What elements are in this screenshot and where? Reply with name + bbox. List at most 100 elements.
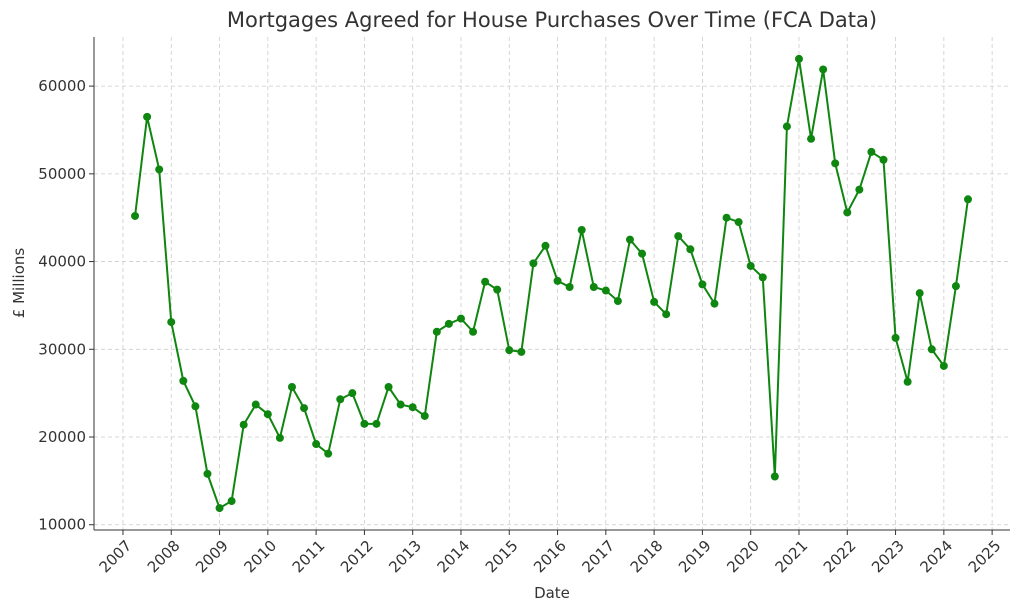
data-point <box>384 383 393 392</box>
data-point <box>493 285 502 294</box>
x-tick-label: 2013 <box>385 537 425 577</box>
x-tick-label: 2022 <box>820 537 860 577</box>
x-tick-label: 2021 <box>772 537 812 577</box>
data-point <box>372 419 381 428</box>
data-point <box>915 289 924 298</box>
data-point <box>662 310 671 319</box>
data-point <box>312 440 321 449</box>
y-tick-label: 20000 <box>38 428 86 446</box>
x-tick-label: 2017 <box>578 537 618 577</box>
x-tick-label: 2010 <box>240 537 280 577</box>
data-point <box>360 419 369 428</box>
y-tick-label: 40000 <box>38 253 86 271</box>
data-point <box>155 165 164 174</box>
data-point <box>951 282 960 291</box>
data-point <box>782 122 791 131</box>
data-point <box>263 410 272 419</box>
data-point <box>601 286 610 295</box>
data-point <box>251 400 260 409</box>
data-point <box>396 400 405 409</box>
data-point <box>432 327 441 336</box>
data-point <box>867 147 876 156</box>
y-axis-label: £ Millions <box>10 248 28 319</box>
data-point <box>408 403 417 412</box>
data-point <box>239 420 248 429</box>
data-point <box>710 299 719 308</box>
data-point <box>613 297 622 306</box>
data-point <box>819 65 828 74</box>
data-point <box>734 218 743 227</box>
chart-title: Mortgages Agreed for House Purchases Ove… <box>227 8 877 32</box>
data-point <box>541 241 550 250</box>
data-point <box>324 449 333 458</box>
data-point <box>963 195 972 204</box>
data-line <box>134 58 969 510</box>
y-tick-label: 30000 <box>38 340 86 358</box>
data-point <box>348 389 357 398</box>
data-point <box>589 283 598 292</box>
data-point <box>191 402 200 411</box>
data-point <box>481 277 490 286</box>
data-point <box>143 112 152 121</box>
data-point <box>650 297 659 306</box>
x-tick-label: 2023 <box>868 537 908 577</box>
data-point <box>722 213 731 222</box>
data-point <box>300 404 309 413</box>
data-point <box>625 235 634 244</box>
data-point <box>227 497 236 506</box>
data-point <box>215 504 224 513</box>
data-point <box>456 314 465 323</box>
data-point <box>855 185 864 194</box>
x-tick-label: 2025 <box>965 537 1005 577</box>
data-point <box>420 411 429 420</box>
x-tick-label: 2007 <box>96 537 136 577</box>
x-tick-label: 2019 <box>675 537 715 577</box>
data-point <box>553 276 562 285</box>
data-point <box>698 280 707 289</box>
data-point <box>275 433 284 442</box>
data-point <box>565 283 574 292</box>
x-tick-label: 2016 <box>530 537 570 577</box>
data-point <box>807 134 816 143</box>
data-point <box>336 395 345 404</box>
data-point <box>131 211 140 220</box>
x-tick-label: 2009 <box>192 537 232 577</box>
y-tick-label: 50000 <box>38 165 86 183</box>
data-point <box>843 208 852 217</box>
data-point <box>770 472 779 481</box>
data-point <box>577 225 586 234</box>
x-tick-label: 2020 <box>723 537 763 577</box>
data-point <box>891 333 900 342</box>
x-tick-label: 2012 <box>337 537 377 577</box>
data-point <box>444 319 453 328</box>
data-point <box>287 383 296 392</box>
data-point <box>879 155 888 164</box>
data-point <box>517 347 526 356</box>
x-axis-label: Date <box>534 584 570 602</box>
data-point <box>529 259 538 268</box>
data-point <box>638 249 647 258</box>
x-tick-label: 2024 <box>916 537 956 577</box>
data-point <box>505 346 514 355</box>
data-point <box>686 245 695 254</box>
data-point <box>903 377 912 386</box>
data-point <box>831 159 840 168</box>
x-tick-label: 2015 <box>482 537 522 577</box>
x-tick-label: 2011 <box>289 537 329 577</box>
data-point <box>167 318 176 327</box>
data-point <box>179 376 188 385</box>
data-point <box>203 469 212 478</box>
y-tick-label: 60000 <box>38 77 86 95</box>
x-tick-label: 2014 <box>434 537 474 577</box>
x-tick-label: 2008 <box>144 537 184 577</box>
data-point <box>794 54 803 63</box>
data-point <box>469 327 478 336</box>
data-point <box>758 273 767 282</box>
data-point <box>746 261 755 270</box>
y-tick-label: 10000 <box>38 516 86 534</box>
data-point <box>674 232 683 241</box>
x-tick-label: 2018 <box>627 537 667 577</box>
data-point <box>927 345 936 354</box>
data-point <box>939 361 948 370</box>
